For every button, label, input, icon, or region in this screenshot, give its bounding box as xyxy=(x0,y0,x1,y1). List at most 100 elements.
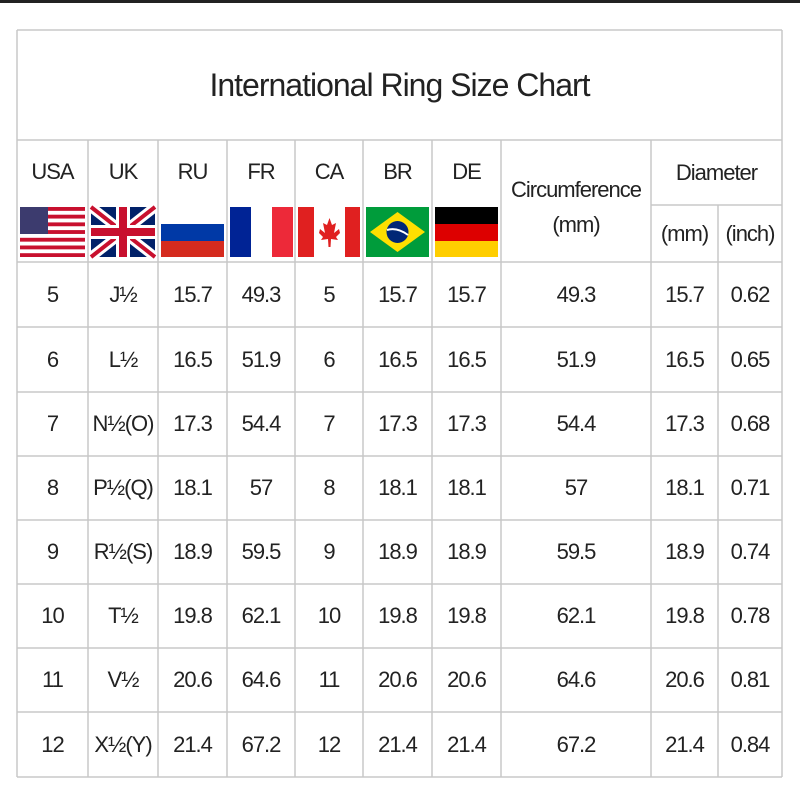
table-cell: 21.4 xyxy=(665,731,705,757)
flag-brazil xyxy=(366,207,429,257)
table-cell: 18.1 xyxy=(173,475,213,500)
table-cell: 54.4 xyxy=(241,411,282,436)
table-cell: 49.3 xyxy=(241,281,282,307)
column-header: UK xyxy=(108,159,139,184)
table-cell: 16.5 xyxy=(378,346,418,372)
table-cell: 6 xyxy=(46,346,59,372)
table-cell: 17.3 xyxy=(378,411,418,436)
table-cell: 16.5 xyxy=(447,346,487,372)
table-cell: 18.9 xyxy=(173,539,213,564)
flag-canada xyxy=(298,207,360,257)
table-cell: 15.7 xyxy=(447,281,487,307)
table-cell: P½(Q) xyxy=(93,475,154,500)
table-cell: 8 xyxy=(46,475,59,500)
table-cell: 20.6 xyxy=(665,667,705,692)
column-header: RU xyxy=(177,159,209,184)
table-cell: 0.68 xyxy=(730,411,771,436)
table-cell: 5 xyxy=(46,281,59,307)
table-cell: 17.3 xyxy=(447,411,487,436)
table-cell: 18.1 xyxy=(378,475,418,500)
column-unit: (mm) xyxy=(660,220,709,246)
column-header: DE xyxy=(452,159,482,184)
table-cell: 20.6 xyxy=(173,667,213,692)
table-cell: 21.4 xyxy=(447,731,487,757)
table-cell: 19.8 xyxy=(173,603,213,628)
table-cell: T½ xyxy=(108,603,139,628)
column-header: FR xyxy=(247,159,275,184)
table-cell: 10 xyxy=(317,603,341,628)
table-cell: 5 xyxy=(323,281,335,307)
table-cell: X½(Y) xyxy=(94,731,152,757)
table-cell: 0.84 xyxy=(730,731,771,757)
table-cell: 67.2 xyxy=(241,731,282,757)
table-cell: 17.3 xyxy=(173,411,213,436)
table-cell: 0.74 xyxy=(730,539,771,564)
table-cell: 11 xyxy=(42,667,64,692)
table-cell: 17.3 xyxy=(665,411,705,436)
column-header: CA xyxy=(314,159,345,184)
table-cell: 62.1 xyxy=(241,603,282,628)
table-cell: L½ xyxy=(108,346,139,372)
table-cell: 0.71 xyxy=(730,475,771,500)
column-header: Circumference xyxy=(510,177,642,202)
table-cell: 59.5 xyxy=(241,539,282,564)
table-cell: 21.4 xyxy=(173,731,213,757)
flag-usa xyxy=(20,207,85,257)
table-cell: 18.9 xyxy=(665,539,705,564)
table-cell: 57 xyxy=(564,475,588,500)
table-cell: 64.6 xyxy=(241,667,282,692)
table-cell: 19.8 xyxy=(378,603,418,628)
table-cell: 9 xyxy=(46,539,59,564)
column-unit: (mm) xyxy=(552,212,600,237)
table-cell: 0.65 xyxy=(730,346,771,372)
table-cell: 15.7 xyxy=(378,281,418,307)
table-cell: 12 xyxy=(317,731,341,757)
table-cell: 16.5 xyxy=(665,346,705,372)
table-cell: 9 xyxy=(323,539,335,564)
table-cell: 20.6 xyxy=(378,667,418,692)
table-cell: 51.9 xyxy=(241,346,282,372)
table-cell: 8 xyxy=(323,475,335,500)
table-cell: 54.4 xyxy=(556,411,597,436)
table-cell: 10 xyxy=(41,603,64,628)
table-cell: J½ xyxy=(109,281,137,307)
table-cell: N½(O) xyxy=(92,411,155,436)
column-header: Diameter xyxy=(675,159,758,185)
table-cell: 18.1 xyxy=(447,475,487,500)
table-cell: 0.81 xyxy=(730,667,771,692)
table-cell: 19.8 xyxy=(447,603,487,628)
table-cell: 20.6 xyxy=(447,667,487,692)
table-cell: 12 xyxy=(41,731,64,757)
table-cell: 21.4 xyxy=(378,731,418,757)
table-cell: 51.9 xyxy=(556,346,597,372)
table-cell: 7 xyxy=(323,411,335,436)
table-cell: 57 xyxy=(249,475,273,500)
flag-uk xyxy=(87,203,159,261)
flag-france xyxy=(230,207,293,257)
table-cell: 6 xyxy=(323,346,335,372)
flag-germany xyxy=(435,207,498,257)
table-cell: V½ xyxy=(107,667,139,692)
table-cell: 67.2 xyxy=(556,731,597,757)
table-cell: 18.9 xyxy=(378,539,418,564)
table-cell: 0.78 xyxy=(730,603,771,628)
table-cell: 11 xyxy=(318,667,341,692)
flag-russia xyxy=(161,207,224,257)
table-cell: 62.1 xyxy=(556,603,597,628)
table-cell: 18.9 xyxy=(447,539,487,564)
column-header: USA xyxy=(31,159,74,184)
table-cell: 16.5 xyxy=(173,346,213,372)
table-cell: 49.3 xyxy=(556,281,597,307)
table-cell: 15.7 xyxy=(665,281,705,307)
table-cell: 19.8 xyxy=(665,603,705,628)
table-cell: 59.5 xyxy=(556,539,597,564)
table-cell: R½(S) xyxy=(93,539,154,564)
title: International Ring Size Chart xyxy=(209,66,590,103)
table-cell: 7 xyxy=(46,411,59,436)
top-edge xyxy=(0,0,800,3)
table-cell: 64.6 xyxy=(556,667,597,692)
table-cell: 18.1 xyxy=(665,475,705,500)
table-cell: 15.7 xyxy=(173,281,213,307)
